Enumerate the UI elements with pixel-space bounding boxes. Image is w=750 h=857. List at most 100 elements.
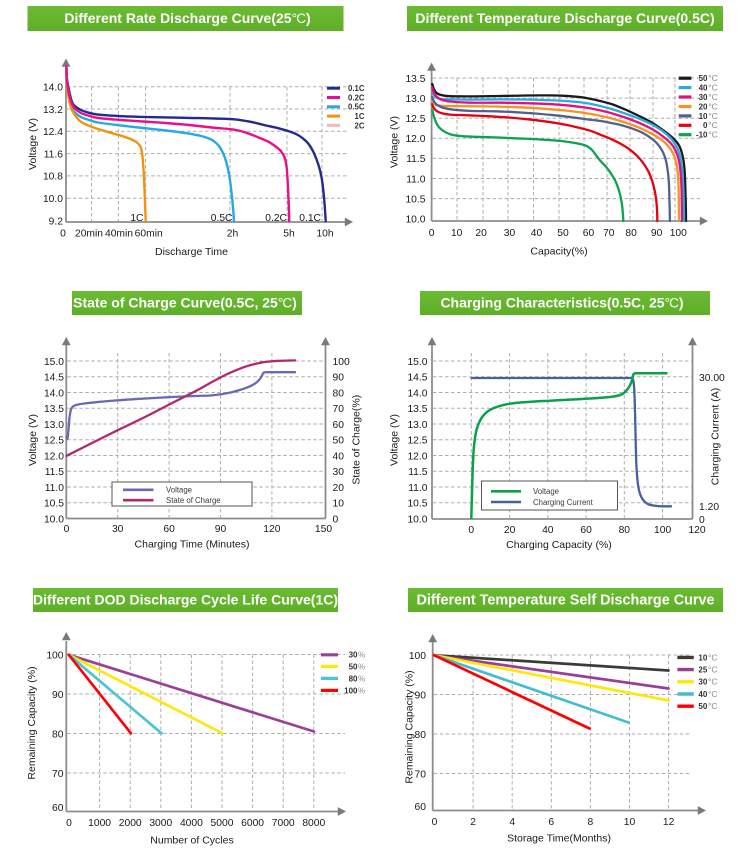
svg-text:60: 60 [580, 525, 592, 536]
svg-text:8: 8 [588, 817, 594, 828]
svg-text:°C: °C [708, 130, 718, 140]
svg-text:°C: °C [708, 101, 718, 111]
svg-text:Different DOD Discharge Cycle: Different DOD Discharge Cycle Life Curve… [33, 592, 338, 608]
svg-text:20: 20 [504, 525, 516, 536]
svg-text:120: 120 [263, 524, 280, 535]
svg-text:15.0: 15.0 [44, 357, 64, 368]
svg-text:60: 60 [163, 524, 175, 535]
svg-text:12.5: 12.5 [407, 436, 427, 447]
svg-text:0.5C: 0.5C [348, 103, 365, 112]
svg-text:°C: °C [708, 689, 718, 699]
svg-text:10h: 10h [316, 229, 333, 240]
svg-text:0: 0 [432, 817, 438, 828]
svg-text:40: 40 [699, 84, 708, 93]
svg-text:30.00: 30.00 [699, 373, 725, 384]
svg-text:°C: °C [708, 92, 718, 102]
svg-text:0: 0 [468, 525, 474, 536]
svg-text:2000: 2000 [119, 818, 142, 829]
svg-text:0.2C: 0.2C [348, 93, 365, 102]
svg-text:0: 0 [429, 228, 435, 239]
svg-text:0: 0 [699, 515, 705, 526]
svg-text:Capacity(%): Capacity(%) [530, 246, 587, 258]
svg-text:%: % [358, 651, 365, 660]
svg-text:90: 90 [215, 524, 227, 535]
svg-text:Voltage (V): Voltage (V) [389, 116, 401, 168]
svg-text:20: 20 [475, 228, 487, 239]
svg-text:2h: 2h [227, 229, 239, 240]
svg-text:50: 50 [557, 228, 569, 239]
svg-text:100: 100 [654, 525, 671, 536]
svg-text:Voltage: Voltage [533, 487, 559, 496]
svg-text:15.0: 15.0 [407, 357, 427, 368]
svg-text:Voltage (V): Voltage (V) [27, 414, 39, 466]
svg-text:25: 25 [698, 666, 707, 675]
svg-text:30: 30 [699, 93, 708, 102]
svg-text:30: 30 [349, 651, 358, 660]
svg-text:Charging Time (Minutes): Charging Time (Minutes) [135, 539, 250, 551]
svg-text:Number of Cycles: Number of Cycles [150, 835, 233, 847]
svg-text:60: 60 [415, 802, 427, 813]
svg-text:9.2: 9.2 [49, 216, 64, 227]
svg-text:150: 150 [315, 524, 332, 535]
svg-text:60: 60 [583, 228, 595, 239]
svg-text:20: 20 [333, 483, 345, 494]
svg-text:°C: °C [708, 652, 718, 662]
svg-text:8000: 8000 [302, 818, 325, 829]
svg-text:40: 40 [333, 451, 345, 462]
svg-text:10.8: 10.8 [43, 172, 63, 183]
svg-text:20min: 20min [75, 229, 103, 240]
svg-text:12: 12 [663, 817, 675, 828]
svg-text:60min: 60min [135, 229, 163, 240]
svg-text:°C: °C [708, 701, 718, 711]
svg-text:°C: °C [708, 677, 718, 687]
svg-text:14.0: 14.0 [43, 83, 63, 94]
svg-text:11.0: 11.0 [45, 483, 65, 494]
svg-text:10.5: 10.5 [407, 499, 427, 510]
svg-text:10.0: 10.0 [43, 194, 63, 205]
svg-text:°C: °C [708, 665, 718, 675]
svg-text:13.5: 13.5 [405, 74, 425, 85]
svg-text:Remaining Capacity (%): Remaining Capacity (%) [404, 670, 416, 783]
svg-text:%: % [358, 662, 365, 671]
svg-text:50: 50 [699, 74, 708, 83]
svg-text:12.0: 12.0 [405, 134, 425, 145]
svg-text:90: 90 [651, 228, 663, 239]
svg-text:2: 2 [470, 817, 476, 828]
svg-text:2C: 2C [355, 121, 365, 130]
svg-text:1.20: 1.20 [699, 502, 719, 513]
svg-text:100: 100 [46, 650, 63, 661]
svg-text:20: 20 [699, 102, 708, 111]
svg-text:90: 90 [52, 690, 64, 701]
svg-text:1000: 1000 [88, 818, 111, 829]
svg-text:Voltage (V): Voltage (V) [27, 118, 39, 170]
svg-text:Charging Characteristics(0.5C,: Charging Characteristics(0.5C, 25°C) [440, 295, 683, 311]
svg-text:80: 80 [349, 674, 358, 683]
svg-text:State of Charge: State of Charge [166, 496, 221, 505]
svg-text:10.0: 10.0 [405, 215, 425, 226]
svg-text:100: 100 [344, 686, 358, 695]
svg-text:40: 40 [698, 690, 707, 699]
svg-text:6000: 6000 [241, 818, 264, 829]
svg-text:12.0: 12.0 [407, 451, 427, 462]
svg-text:13.2: 13.2 [43, 105, 63, 116]
svg-text:10.5: 10.5 [405, 194, 425, 205]
svg-text:Remaining Capacity (%): Remaining Capacity (%) [26, 666, 38, 779]
svg-text:°C: °C [708, 111, 718, 121]
svg-text:0: 0 [66, 818, 72, 829]
svg-text:4: 4 [509, 817, 515, 828]
svg-text:80: 80 [415, 730, 427, 741]
svg-text:40min: 40min [105, 229, 133, 240]
svg-text:11.0: 11.0 [406, 174, 426, 185]
svg-text:90: 90 [333, 373, 345, 384]
svg-text:70: 70 [415, 769, 427, 780]
svg-text:60: 60 [52, 803, 64, 814]
svg-text:70: 70 [603, 228, 615, 239]
svg-text:13.5: 13.5 [407, 404, 427, 415]
svg-text:State of Charge Curve(0.5C, 25: State of Charge Curve(0.5C, 25°C) [73, 295, 297, 311]
svg-text:80: 80 [619, 525, 631, 536]
svg-text:12.5: 12.5 [405, 114, 425, 125]
svg-text:1C: 1C [355, 112, 365, 121]
svg-text:0.1C: 0.1C [348, 84, 365, 93]
svg-text:0: 0 [703, 121, 708, 130]
svg-text:11.5: 11.5 [45, 467, 65, 478]
